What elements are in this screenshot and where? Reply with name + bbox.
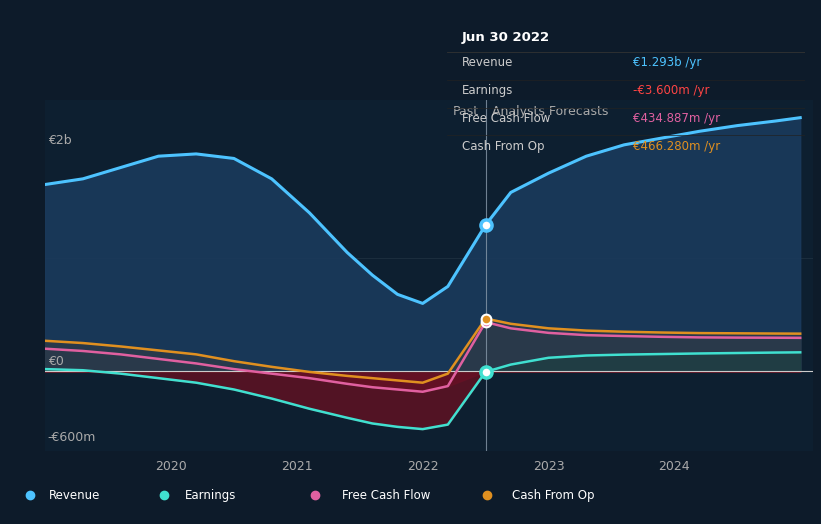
Text: €466.280m /yr: €466.280m /yr bbox=[633, 140, 720, 153]
Text: Past: Past bbox=[453, 105, 479, 118]
Text: €2b: €2b bbox=[48, 134, 71, 147]
Text: -€600m: -€600m bbox=[48, 431, 96, 444]
Text: Cash From Op: Cash From Op bbox=[511, 489, 594, 502]
Text: Cash From Op: Cash From Op bbox=[461, 140, 544, 153]
Text: €0: €0 bbox=[48, 355, 63, 368]
Text: Revenue: Revenue bbox=[461, 56, 513, 69]
Text: Free Cash Flow: Free Cash Flow bbox=[461, 112, 550, 125]
Text: Earnings: Earnings bbox=[461, 84, 513, 97]
Text: €434.887m /yr: €434.887m /yr bbox=[633, 112, 720, 125]
Text: -€3.600m /yr: -€3.600m /yr bbox=[633, 84, 709, 97]
Text: Revenue: Revenue bbox=[48, 489, 100, 502]
Text: Analysts Forecasts: Analysts Forecasts bbox=[492, 105, 608, 118]
Text: €1.293b /yr: €1.293b /yr bbox=[633, 56, 701, 69]
Text: Free Cash Flow: Free Cash Flow bbox=[342, 489, 430, 502]
Text: Jun 30 2022: Jun 30 2022 bbox=[461, 31, 550, 44]
Text: Earnings: Earnings bbox=[185, 489, 236, 502]
